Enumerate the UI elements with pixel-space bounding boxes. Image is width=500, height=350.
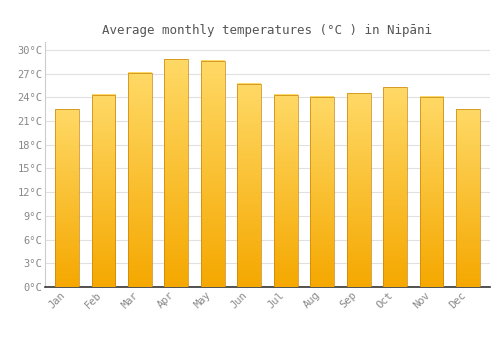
- Bar: [55, 109, 78, 287]
- Bar: [128, 73, 152, 287]
- Bar: [347, 93, 370, 287]
- Bar: [420, 97, 444, 287]
- Bar: [238, 84, 261, 287]
- Title: Average monthly temperatures (°C ) in Nipāni: Average monthly temperatures (°C ) in Ni…: [102, 24, 432, 37]
- Bar: [456, 109, 480, 287]
- Bar: [164, 60, 188, 287]
- Bar: [310, 97, 334, 287]
- Bar: [384, 87, 407, 287]
- Bar: [201, 61, 224, 287]
- Bar: [92, 95, 115, 287]
- Bar: [274, 95, 297, 287]
